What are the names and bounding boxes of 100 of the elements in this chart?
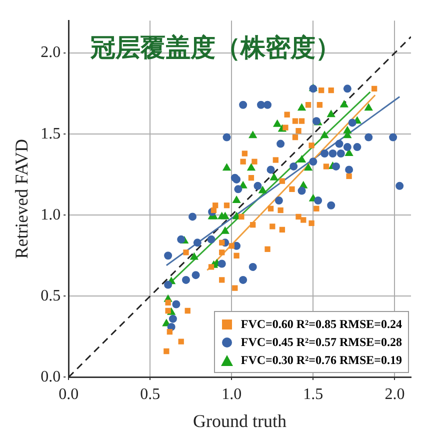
point <box>172 300 180 308</box>
point <box>164 280 172 289</box>
point <box>248 262 257 271</box>
point <box>389 133 398 142</box>
point <box>274 196 283 205</box>
point <box>296 128 302 134</box>
legend-label: FVC=0.45 R²=0.57 RMSE=0.28 <box>240 334 402 352</box>
point <box>228 243 234 249</box>
y-tick-label: 0.5 <box>40 287 61 304</box>
point <box>297 103 306 111</box>
point <box>343 143 352 152</box>
point <box>320 150 329 158</box>
point <box>168 314 177 323</box>
point <box>240 158 246 164</box>
point <box>188 212 197 221</box>
x-tick-label: 1.0 <box>222 386 242 404</box>
point <box>290 162 298 170</box>
point <box>177 235 186 244</box>
point <box>371 86 378 92</box>
point <box>304 163 313 171</box>
point <box>309 158 318 166</box>
y-tick-label: 1.5 <box>40 125 61 142</box>
point <box>396 182 404 190</box>
y-tick-label: 0.0 <box>40 368 61 386</box>
point <box>276 140 285 148</box>
point <box>219 240 225 246</box>
point <box>218 260 226 268</box>
point <box>242 150 248 156</box>
point <box>220 226 230 234</box>
point <box>320 130 329 138</box>
point <box>305 102 312 108</box>
point <box>353 143 362 152</box>
point <box>364 133 373 142</box>
point <box>314 206 320 212</box>
x-tick-label: 0.5 <box>140 386 160 404</box>
point <box>272 119 282 127</box>
point <box>165 308 171 314</box>
point <box>335 140 344 148</box>
point <box>190 252 198 260</box>
point <box>219 277 225 283</box>
text: 冠层覆盖度（株密度） <box>90 32 341 64</box>
point <box>192 271 200 280</box>
point <box>184 308 190 314</box>
x-tick-label: 1.5 <box>303 386 324 404</box>
point <box>318 87 324 94</box>
point <box>248 130 258 138</box>
point <box>364 103 373 111</box>
point <box>308 142 314 148</box>
point <box>314 196 322 205</box>
y-tick-label: 2.0 <box>40 44 61 62</box>
point <box>279 226 286 233</box>
legend-label: FVC=0.30 R²=0.76 RMSE=0.19 <box>240 352 402 370</box>
point <box>234 185 242 194</box>
point <box>164 348 170 354</box>
point <box>164 252 172 260</box>
point <box>343 84 352 93</box>
point <box>239 276 248 284</box>
point <box>316 102 323 108</box>
point <box>165 300 171 306</box>
point <box>300 217 306 223</box>
point <box>238 214 244 220</box>
point <box>278 207 284 214</box>
point <box>348 118 356 127</box>
y-axis-title: Retrieved FAVD <box>12 138 32 259</box>
point <box>212 202 218 208</box>
y-tick-label: 1.0 <box>40 206 61 224</box>
point <box>298 186 306 195</box>
point <box>252 158 258 164</box>
point <box>239 100 248 109</box>
x-tick-label: 2.0 <box>384 386 405 404</box>
point <box>328 150 337 158</box>
point <box>282 124 288 130</box>
point <box>254 182 262 190</box>
point <box>346 173 352 180</box>
point <box>193 238 202 247</box>
point <box>327 201 336 210</box>
point <box>234 252 240 258</box>
point <box>220 212 230 220</box>
point <box>222 133 231 142</box>
point <box>289 186 295 192</box>
point <box>292 134 298 140</box>
point <box>222 163 232 171</box>
point <box>297 155 306 162</box>
point <box>296 214 302 220</box>
point <box>246 163 256 171</box>
point <box>323 164 330 170</box>
point <box>232 196 241 204</box>
point <box>292 118 298 124</box>
point <box>336 150 345 158</box>
point <box>208 264 214 270</box>
legend-label: FVC=0.60 R²=0.85 RMSE=0.24 <box>240 316 402 334</box>
x-tick-label: 0.0 <box>58 386 79 404</box>
point <box>178 338 184 344</box>
point <box>266 166 275 174</box>
point <box>308 220 314 226</box>
point <box>279 178 286 184</box>
point <box>250 222 256 228</box>
point <box>268 206 274 212</box>
point <box>332 162 340 170</box>
point <box>326 110 336 118</box>
